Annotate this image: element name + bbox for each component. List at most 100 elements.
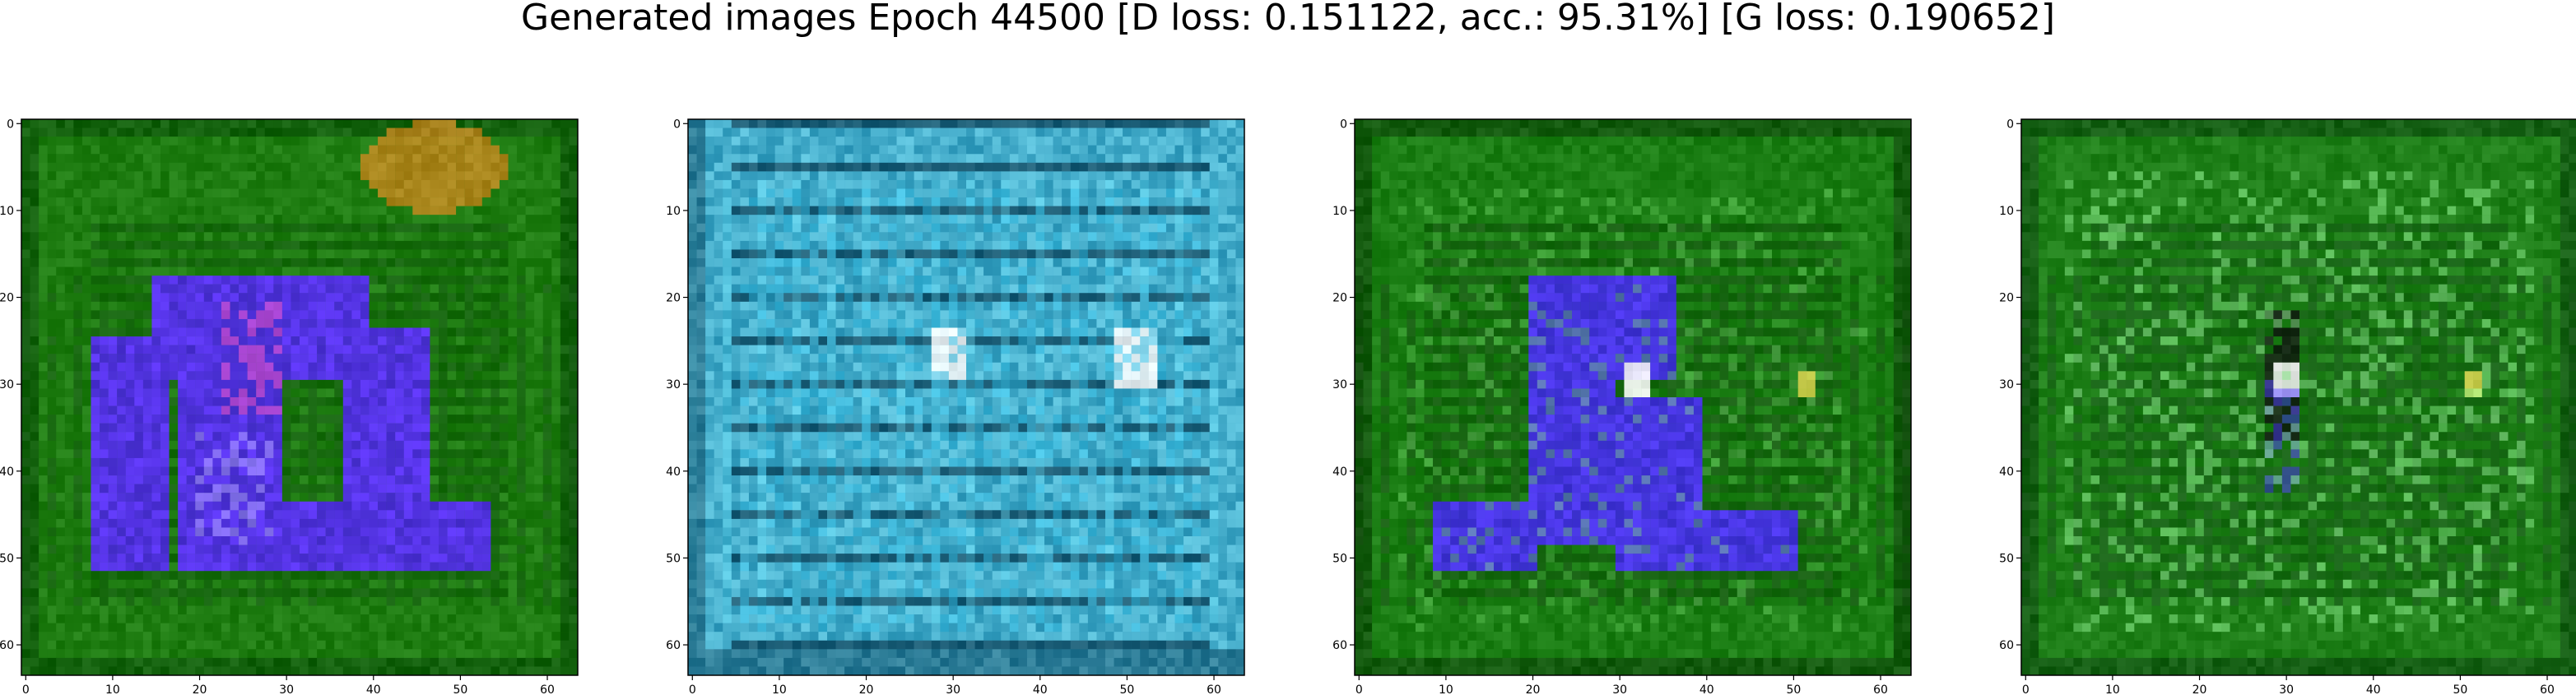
heatmap-cell [499,544,509,554]
heatmap-cell [360,354,370,363]
heatmap-cell [291,415,300,424]
heatmap-cell [64,249,74,259]
heatmap-cell [317,666,326,676]
heatmap-cell [801,119,811,128]
heatmap-cell [351,310,361,320]
heatmap-cell [940,171,950,181]
heatmap-cell [264,318,274,328]
heatmap-cell [21,240,30,250]
heatmap-cell [378,354,387,363]
heatmap-cell [30,632,40,641]
heatmap-cell [178,154,187,164]
heatmap-cell [1105,215,1114,224]
heatmap-cell [64,562,74,572]
heatmap-cell [134,562,144,572]
heatmap-cell [239,562,248,572]
heatmap-cell [169,162,179,172]
heatmap-cell [395,596,404,606]
heatmap-cell [221,571,230,581]
heatmap-cell [247,223,257,233]
heatmap-cell [464,649,474,659]
heatmap-cell [21,579,30,589]
heatmap-cell [317,405,326,415]
heatmap-cell [378,301,387,311]
heatmap-cell [560,501,570,511]
heatmap-cell [740,215,750,224]
heatmap-cell [1174,137,1184,146]
heatmap-cell [517,571,526,581]
heatmap-cell [186,657,196,667]
heatmap-cell [256,345,265,354]
heatmap-cell [221,562,230,572]
heatmap-cell [142,501,152,511]
heatmap-cell [81,371,91,381]
heatmap-cell [517,327,526,337]
heatmap-cell [542,127,552,137]
heatmap-cell [317,562,326,572]
heatmap-cell [203,415,213,424]
heatmap-cell [317,154,326,164]
heatmap-cell [456,354,465,363]
heatmap-cell [887,119,897,128]
heatmap-cell [809,232,819,242]
heatmap-cell [456,562,465,572]
heatmap-cell [723,154,732,164]
heatmap-cell [517,240,526,250]
heatmap-cell [1226,188,1236,198]
heatmap-cell [108,415,118,424]
heatmap-cell [56,493,66,502]
heatmap-cell [430,197,439,206]
heatmap-cell [281,423,291,433]
heatmap-cell [395,354,404,363]
heatmap-cell [1001,223,1011,233]
heatmap-cell [239,293,248,303]
heatmap-cell [134,145,144,155]
heatmap-cell [369,276,379,285]
heatmap-cell [957,232,967,242]
heatmap-cell [774,188,784,198]
heatmap-cell [247,379,257,389]
heatmap-cell [134,215,144,224]
heatmap-cell [966,171,975,181]
heatmap-cell [360,379,370,389]
heatmap-cell [551,527,561,537]
heatmap-cell [151,432,161,442]
heatmap-cell [160,466,170,476]
heatmap-cell [569,649,579,659]
heatmap-cell [1226,127,1236,137]
heatmap-cell [125,657,135,667]
heatmap-cell [439,493,448,502]
heatmap-cell [264,605,274,615]
heatmap-cell [1131,154,1141,164]
heatmap-cell [499,415,509,424]
heatmap-cell [221,293,230,303]
heatmap-cell [835,119,845,128]
heatmap-cell [81,284,91,294]
heatmap-cell [169,179,179,189]
heatmap-cell [473,596,483,606]
heatmap-cell [351,657,361,667]
heatmap-cell [473,432,483,442]
heatmap-cell [203,605,213,615]
heatmap-cell [178,397,187,406]
heatmap-cell [1131,137,1141,146]
heatmap-cell [957,188,967,198]
heatmap-cell [178,640,187,650]
heatmap-cell [395,423,404,433]
heatmap-cell [395,614,404,623]
heatmap-cell [134,501,144,511]
heatmap-cell [325,457,335,467]
heatmap-cell [21,293,30,303]
heatmap-cell [481,640,491,650]
heatmap-cell [239,379,248,389]
heatmap-cell [169,423,179,433]
heatmap-cell [134,596,144,606]
heatmap-cell [499,649,509,659]
heatmap-cell [273,397,283,406]
heatmap-cell [1018,119,1028,128]
heatmap-cell [525,536,535,545]
heatmap-cell [369,588,379,598]
heatmap-cell [39,666,48,676]
heatmap-cell [844,171,853,181]
heatmap-cell [439,415,448,424]
